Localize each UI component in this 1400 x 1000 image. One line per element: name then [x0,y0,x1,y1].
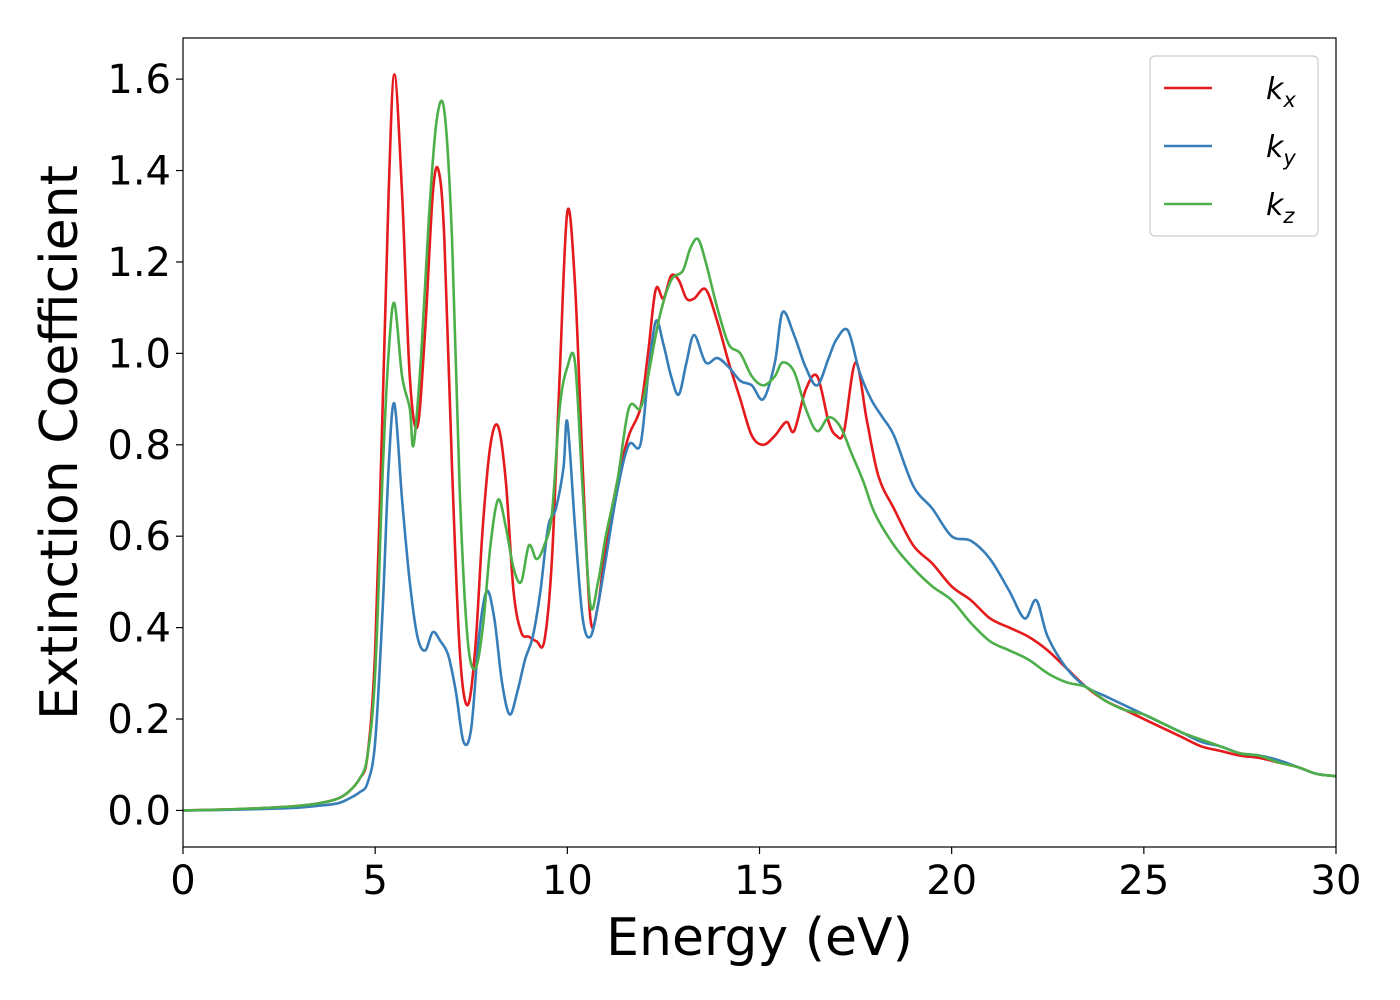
legend-label-x: kx [1266,72,1296,112]
y-tick-label: 1.6 [107,57,171,103]
legend-label-z: kz [1266,188,1295,228]
x-tick-label: 0 [170,858,195,904]
y-tick-label: 1.2 [107,240,171,286]
series-line-z [183,99,1336,812]
legend-box [1149,55,1319,237]
x-tick-label: 15 [734,858,785,904]
y-tick-label: 0.0 [107,788,171,834]
legend-label-y: ky [1266,130,1296,170]
x-tick-label: 25 [1118,858,1169,904]
x-tick-label: 30 [1311,858,1362,904]
y-tick-label: 1.4 [107,149,171,195]
legend: kx ky kz [1149,55,1319,237]
y-tick-label: 0.6 [107,514,171,560]
y-tick-label: 0.4 [107,606,171,652]
x-tick-label: 10 [542,858,593,904]
series-line-y [183,310,1336,812]
y-tick-label: 1.0 [107,331,171,377]
y-tick-label: 0.8 [107,423,171,469]
x-tick-label: 20 [926,858,977,904]
y-axis-label: Extinction Coefficient [30,165,90,720]
x-tick-label: 5 [362,858,387,904]
series-layer [183,73,1336,812]
y-tick-label: 0.2 [107,697,171,743]
x-axis-label: Energy (eV) [606,908,913,968]
ticks-layer: 0 5 10 15 20 25 30 0.0 0.2 0.4 0.6 0.8 1.0 1.2 1.4 1.6 [107,57,1361,904]
